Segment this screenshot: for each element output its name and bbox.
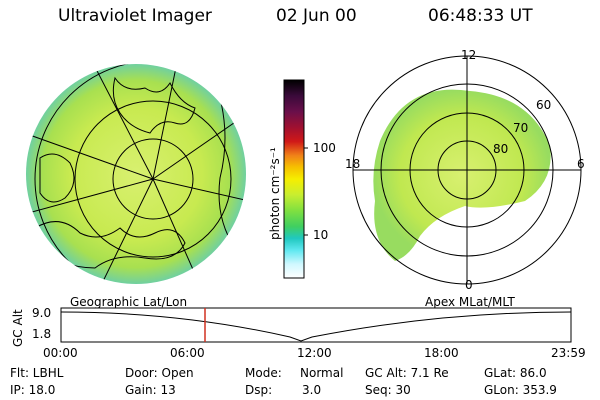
mlat-80-label: 80 [493, 142, 509, 156]
mlat-70-label: 70 [513, 121, 529, 135]
geo-meridian [89, 178, 154, 284]
polar-plot [352, 55, 582, 285]
coastline [39, 153, 75, 203]
gain-info: Gain: 13 [125, 383, 176, 397]
colorbar-unit-label: photon cm⁻²s⁻¹ [268, 147, 282, 240]
geo-meridian [26, 178, 154, 219]
coastline [218, 97, 236, 249]
geo-lat-ring [34, 64, 246, 284]
seq-info: Seq: 30 [365, 383, 411, 397]
geographic-label: Geographic Lat/Lon [70, 295, 188, 309]
geographic-image [26, 64, 246, 284]
mlt-0-label: 0 [465, 278, 473, 292]
time-label: 06:48:33 UT [428, 6, 533, 26]
time-tick-0000: 00:00 [43, 346, 78, 360]
altitude-curve [60, 311, 572, 342]
instrument-title: Ultraviolet Imager [58, 6, 212, 26]
glon-info: GLon: 353.9 [484, 383, 557, 397]
gc-alt-axis-label: GC Alt [11, 309, 25, 347]
door-info: Door: Open [125, 366, 194, 380]
gc-alt-info: GC Alt: 7.1 Re [365, 366, 449, 380]
filter-info: Flt: LBHL [10, 366, 64, 380]
colorbar-tick-100: 100 [313, 141, 336, 155]
mlt-18-label: 18 [345, 157, 361, 171]
mlat-60-label: 60 [536, 98, 552, 112]
auroral-oval [373, 89, 551, 261]
time-tick-1800: 18:00 [424, 346, 459, 360]
time-tick-2359: 23:59 [551, 346, 586, 360]
colorbar [283, 79, 308, 279]
glat-info: GLat: 86.0 [484, 366, 547, 380]
coastline [34, 221, 186, 269]
geo-lat-ring [112, 138, 194, 220]
geo-lat-ring [74, 100, 232, 258]
mode-label: Mode: [245, 366, 282, 380]
geo-meridian [152, 178, 246, 209]
time-tick-0600: 06:00 [170, 346, 205, 360]
coastline [112, 76, 196, 134]
geo-disk [26, 64, 246, 284]
alt-ytick-top: 9.0 [32, 306, 52, 320]
date-label: 02 Jun 00 [276, 6, 357, 26]
geo-meridian [79, 64, 154, 180]
geo-meridian [26, 127, 154, 180]
alt-ytick-bottom: 1.8 [32, 327, 52, 341]
time-tick-1200: 12:00 [297, 346, 332, 360]
altitude-timeline [60, 307, 572, 343]
ip-info: IP: 18.0 [10, 383, 56, 397]
geo-meridian [152, 97, 246, 180]
apex-label: Apex MLat/MLT [425, 295, 515, 309]
mode-value: Normal [300, 366, 344, 380]
altitude-frame [60, 307, 572, 343]
mlt-12-label: 12 [461, 48, 477, 62]
mlt-6-label: 6 [577, 157, 585, 171]
dsp-value: 3.0 [302, 383, 322, 397]
geo-meridian [152, 178, 211, 284]
colorbar-tick-10: 10 [313, 228, 329, 242]
colorbar-gradient [283, 79, 305, 279]
dsp-label: Dsp: [245, 383, 273, 397]
